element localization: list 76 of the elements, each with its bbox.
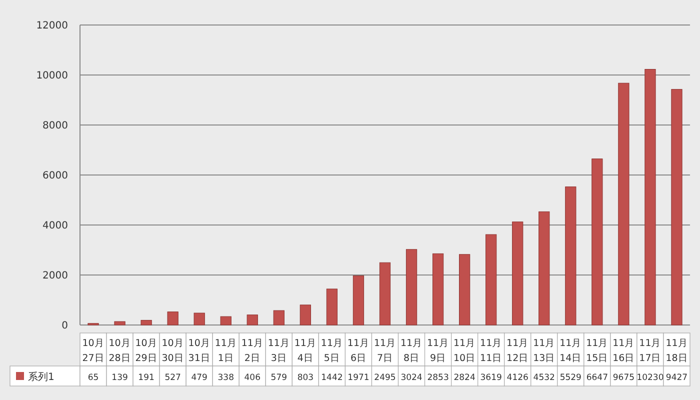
x-tick-label: 11月3日: [268, 338, 290, 364]
data-label: 6647: [586, 373, 608, 383]
legend-label: 系列1: [28, 371, 54, 383]
bar: [512, 222, 524, 326]
data-label: 527: [164, 373, 181, 383]
bar: [140, 320, 152, 326]
y-tick-label: 8000: [42, 120, 68, 132]
data-label: 3619: [480, 373, 502, 383]
data-label: 2495: [374, 373, 396, 383]
bar: [114, 321, 126, 326]
bar: [565, 186, 576, 326]
y-tick-label: 0: [62, 320, 68, 332]
data-label: 4126: [506, 373, 528, 383]
y-tick-label: 12000: [36, 20, 68, 32]
bar: [300, 304, 311, 326]
bar: [273, 310, 284, 326]
x-tick-label: 10月27日: [82, 338, 104, 364]
data-label: 406: [244, 373, 261, 383]
data-label: 338: [218, 373, 234, 383]
x-tick-label: 11月12日: [506, 338, 529, 364]
x-tick-label: 11月17日: [639, 338, 662, 364]
x-tick-label: 11月7日: [374, 338, 396, 364]
x-tick-label: 10月29日: [135, 338, 158, 364]
x-tick-label: 10月28日: [108, 338, 131, 364]
bar: [486, 234, 497, 326]
data-label: 5529: [560, 373, 582, 383]
bar: [459, 254, 470, 326]
x-tick-label: 11月11日: [480, 338, 502, 364]
x-tick-label: 11月15日: [586, 338, 608, 364]
data-label: 4532: [533, 373, 555, 383]
data-label: 1971: [348, 373, 370, 383]
x-tick-label: 11月1日: [214, 338, 237, 364]
data-label: 191: [138, 373, 154, 383]
bar: [406, 249, 418, 326]
bar: [352, 275, 364, 326]
x-tick-label: 10月31日: [188, 338, 210, 364]
data-label: 65: [88, 373, 99, 383]
bar: [644, 69, 656, 326]
x-tick-label: 11月9日: [426, 338, 450, 364]
data-label: 10230: [636, 373, 664, 383]
x-tick-label: 11月14日: [560, 338, 582, 364]
x-tick-label: 11月18日: [666, 338, 688, 364]
data-label: 479: [191, 373, 208, 383]
bar: [326, 288, 338, 326]
x-tick-label: 11月2日: [241, 338, 264, 364]
bar: [194, 312, 205, 326]
data-label: 9427: [666, 373, 688, 383]
bar: [246, 314, 258, 326]
x-tick-label: 11月8日: [400, 338, 423, 364]
data-label: 1442: [321, 373, 343, 383]
y-tick-label: 6000: [42, 170, 68, 182]
bar: [220, 316, 232, 326]
data-label: 139: [112, 373, 128, 383]
x-tick-label: 11月5日: [320, 338, 344, 364]
bar: [671, 89, 682, 326]
bar: [592, 158, 603, 326]
data-label: 579: [270, 373, 288, 383]
data-label: 2824: [454, 373, 476, 383]
x-tick-label: 11月4日: [294, 338, 316, 364]
data-label: 803: [297, 373, 314, 383]
data-label: 9675: [612, 373, 635, 383]
bar: [618, 82, 630, 326]
bar: [167, 312, 178, 326]
y-tick-label: 4000: [42, 220, 68, 232]
x-tick-label: 11月13日: [533, 338, 556, 364]
y-tick-label: 2000: [42, 270, 68, 282]
bar: [379, 262, 391, 326]
data-label: 3024: [400, 373, 422, 383]
x-tick-label: 10月30日: [162, 338, 184, 364]
x-tick-label: 11月16日: [612, 338, 635, 364]
bar: [432, 253, 444, 326]
x-tick-label: 11月6日: [347, 338, 370, 364]
y-tick-label: 10000: [36, 70, 68, 82]
x-tick-label: 11月10日: [454, 338, 476, 364]
data-label: 2853: [427, 373, 449, 383]
bar: [538, 211, 550, 326]
